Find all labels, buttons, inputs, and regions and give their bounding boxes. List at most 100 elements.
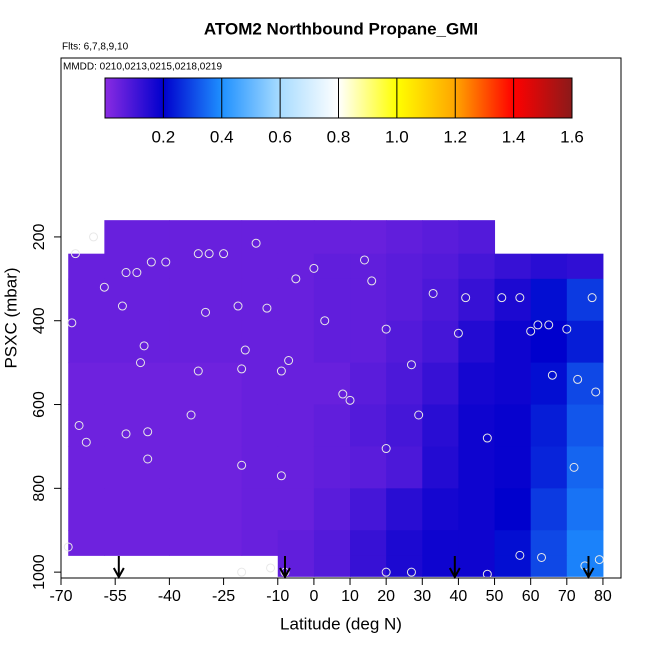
x-tick-label: 50 xyxy=(486,588,504,605)
observation-point xyxy=(143,454,153,464)
observation-point xyxy=(526,326,536,336)
colorbar-tick-label: 0.6 xyxy=(268,127,292,146)
y-tick-label: 1000 xyxy=(31,554,48,590)
curtain-cell xyxy=(422,320,459,364)
observation-point xyxy=(587,293,597,303)
observation-point xyxy=(262,303,272,313)
observation-point xyxy=(359,255,369,265)
curtain-cell xyxy=(104,278,170,322)
curtain-cell xyxy=(169,253,243,280)
observation-point xyxy=(276,471,286,481)
curtain-cell xyxy=(458,404,496,447)
curtain-cell xyxy=(313,220,351,255)
curtain-cell xyxy=(458,220,496,255)
curtain-cell xyxy=(350,320,387,364)
curtain-cell xyxy=(566,404,604,447)
curtain-cell xyxy=(277,253,315,280)
curtain-cell xyxy=(566,362,604,406)
x-tick-label: -40 xyxy=(158,588,181,605)
curtain-cell xyxy=(422,278,459,322)
curtain-cell xyxy=(241,362,279,406)
curtain-cell xyxy=(530,320,568,364)
curtain-cell xyxy=(313,488,351,531)
x-tick-label: 60 xyxy=(522,588,540,605)
observation-point xyxy=(89,232,99,242)
observation-point xyxy=(573,374,583,384)
arrow xyxy=(279,556,291,580)
observation-point xyxy=(497,293,507,303)
observation-point xyxy=(406,567,416,577)
x-tick-label: 20 xyxy=(377,588,395,605)
curtain-cell xyxy=(104,446,170,489)
curtain-cell xyxy=(494,446,532,489)
curtain-cell xyxy=(313,278,351,322)
curtain-cell xyxy=(422,530,459,556)
curtain-cell xyxy=(104,320,170,364)
curtain-cell xyxy=(104,362,170,406)
observation-point xyxy=(240,345,250,355)
x-axis-label: Latitude (deg N) xyxy=(280,614,402,633)
observation-point xyxy=(544,320,554,330)
curtain-cell xyxy=(350,530,387,556)
curtain-cell xyxy=(386,530,423,556)
curtain-cell xyxy=(530,278,568,322)
x-tick-label: 80 xyxy=(594,588,612,605)
observation-point xyxy=(266,563,276,573)
curtain-cell xyxy=(104,253,170,280)
observation-point xyxy=(237,364,247,374)
observation-point xyxy=(367,276,377,286)
observation-point xyxy=(201,307,211,317)
observation-point xyxy=(338,389,348,399)
curtain-cell xyxy=(169,488,243,531)
curtain-cell xyxy=(277,446,315,489)
curtain-cell xyxy=(350,488,387,531)
curtain-cell xyxy=(169,446,243,489)
observation-point xyxy=(345,395,355,405)
curtain-cell xyxy=(313,555,351,577)
observation-point xyxy=(453,328,463,338)
colorbar-tick-label: 0.4 xyxy=(210,127,234,146)
curtain-cell xyxy=(169,320,243,364)
observation-point xyxy=(515,293,525,303)
colorbar-tick-label: 1.4 xyxy=(502,127,526,146)
observation-point xyxy=(594,555,604,565)
curtain-cell xyxy=(68,404,105,447)
curtain-cell xyxy=(530,555,568,577)
curtain-cell xyxy=(350,253,387,280)
curtain-cell xyxy=(169,362,243,406)
chart-title: ATOM2 Northbound Propane_GMI xyxy=(204,19,478,38)
arrow-head xyxy=(279,567,291,580)
annotation: Flts: 6,7,8,9,10 xyxy=(62,42,129,53)
observation-point xyxy=(515,550,525,560)
curtain-cell xyxy=(277,555,315,577)
annotation: MMDD: 0210,0213,0215,0218,0219 xyxy=(63,62,222,73)
curtain-cell xyxy=(458,488,496,531)
curtain-cell xyxy=(68,530,105,556)
curtain-cell xyxy=(241,530,279,556)
curtain-cell xyxy=(386,362,423,406)
curtain-cell xyxy=(494,404,532,447)
observation-point xyxy=(406,360,416,370)
observation-point xyxy=(193,249,203,259)
curtain-cell xyxy=(350,278,387,322)
observation-point xyxy=(562,324,572,334)
curtain-cell xyxy=(566,253,604,280)
curtain-cell xyxy=(386,555,423,577)
observation-point xyxy=(204,249,214,259)
observation-point xyxy=(591,387,601,397)
observation-point xyxy=(381,324,391,334)
curtain-cell xyxy=(458,320,496,364)
curtain-cell xyxy=(350,555,387,577)
observation-point xyxy=(99,282,109,292)
observation-point xyxy=(143,427,153,437)
curtain-cell xyxy=(458,278,496,322)
arrow xyxy=(112,556,125,580)
curtain-cell xyxy=(68,446,105,489)
curtain-cell xyxy=(386,278,423,322)
curtain-cell xyxy=(104,220,170,255)
x-tick-label: -70 xyxy=(49,588,72,605)
curtain-cell xyxy=(530,404,568,447)
observation-point xyxy=(320,316,330,326)
curtain-cell xyxy=(494,320,532,364)
colorbar-tick-label: 1.6 xyxy=(560,127,584,146)
